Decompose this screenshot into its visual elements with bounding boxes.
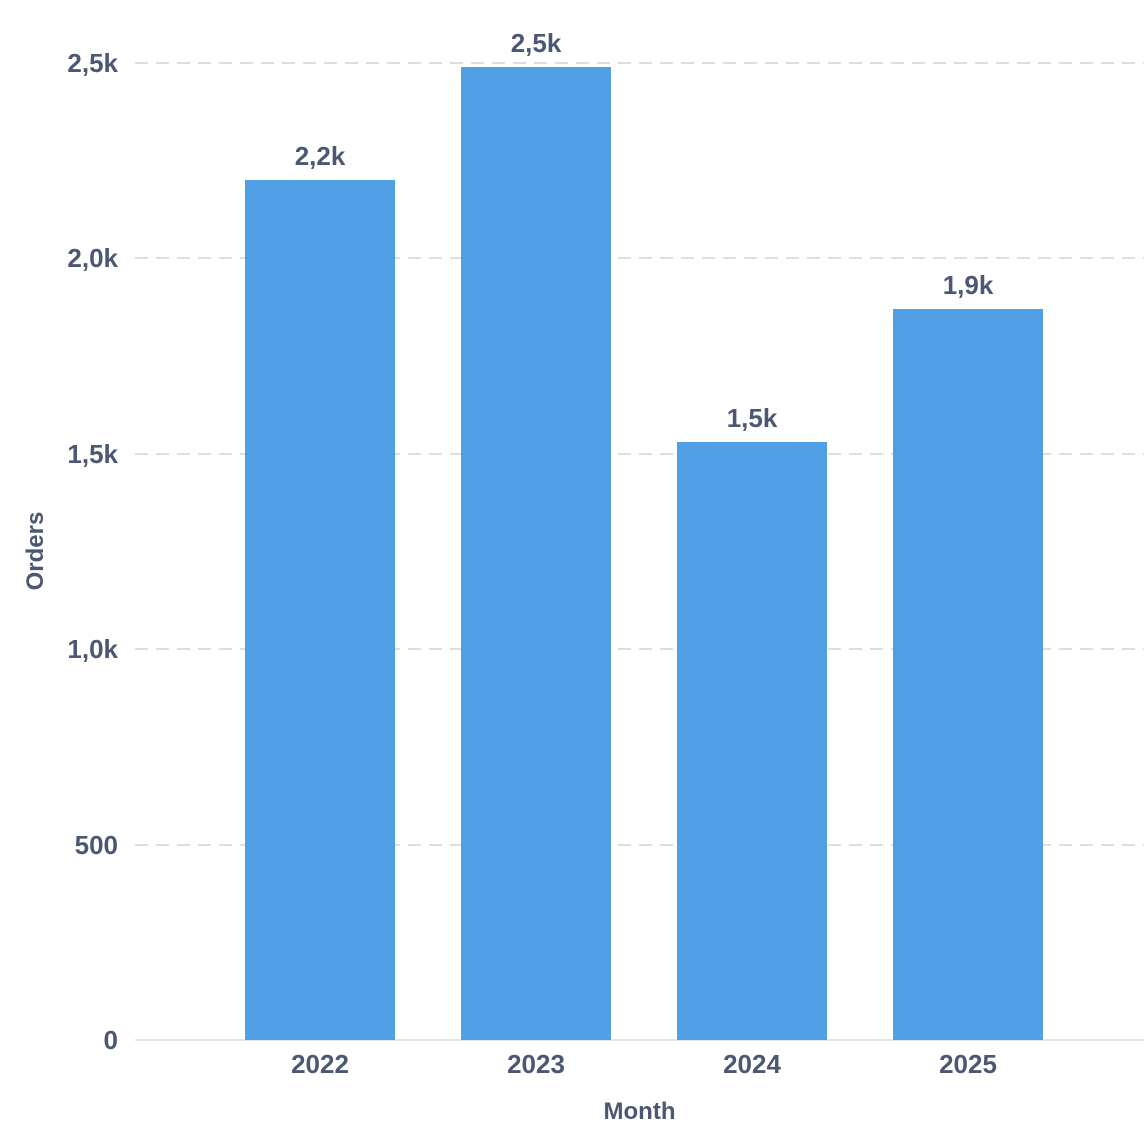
y-tick-label: 1,0k: [67, 634, 118, 665]
bar-value-label: 1,9k: [942, 270, 994, 301]
bar-2024[interactable]: [677, 442, 827, 1040]
y-tick-label: 1,5k: [67, 438, 118, 469]
bar-value-label: 2,5k: [510, 27, 562, 58]
gridline: [135, 62, 1144, 64]
x-tick-label: 2025: [939, 1049, 997, 1079]
bar-2025[interactable]: [893, 309, 1043, 1040]
x-tick-label: 2024: [723, 1049, 781, 1079]
x-axis-baseline: [135, 1039, 1144, 1041]
bar-value-label: 1,5k: [726, 403, 778, 434]
x-axis-title: Month: [603, 1098, 676, 1125]
y-axis-title: Orders: [22, 511, 49, 591]
bar-2022[interactable]: [245, 180, 395, 1040]
y-tick-label: 500: [74, 829, 118, 860]
bar-value-label: 2,2k: [294, 141, 346, 172]
y-tick-label: 2,5k: [67, 48, 118, 78]
bar-2023[interactable]: [461, 66, 611, 1040]
x-tick-label: 2022: [291, 1049, 349, 1079]
x-tick-label: 2023: [507, 1049, 565, 1079]
y-tick-label: 0: [103, 1025, 118, 1055]
y-tick-label: 2,0k: [67, 243, 118, 274]
